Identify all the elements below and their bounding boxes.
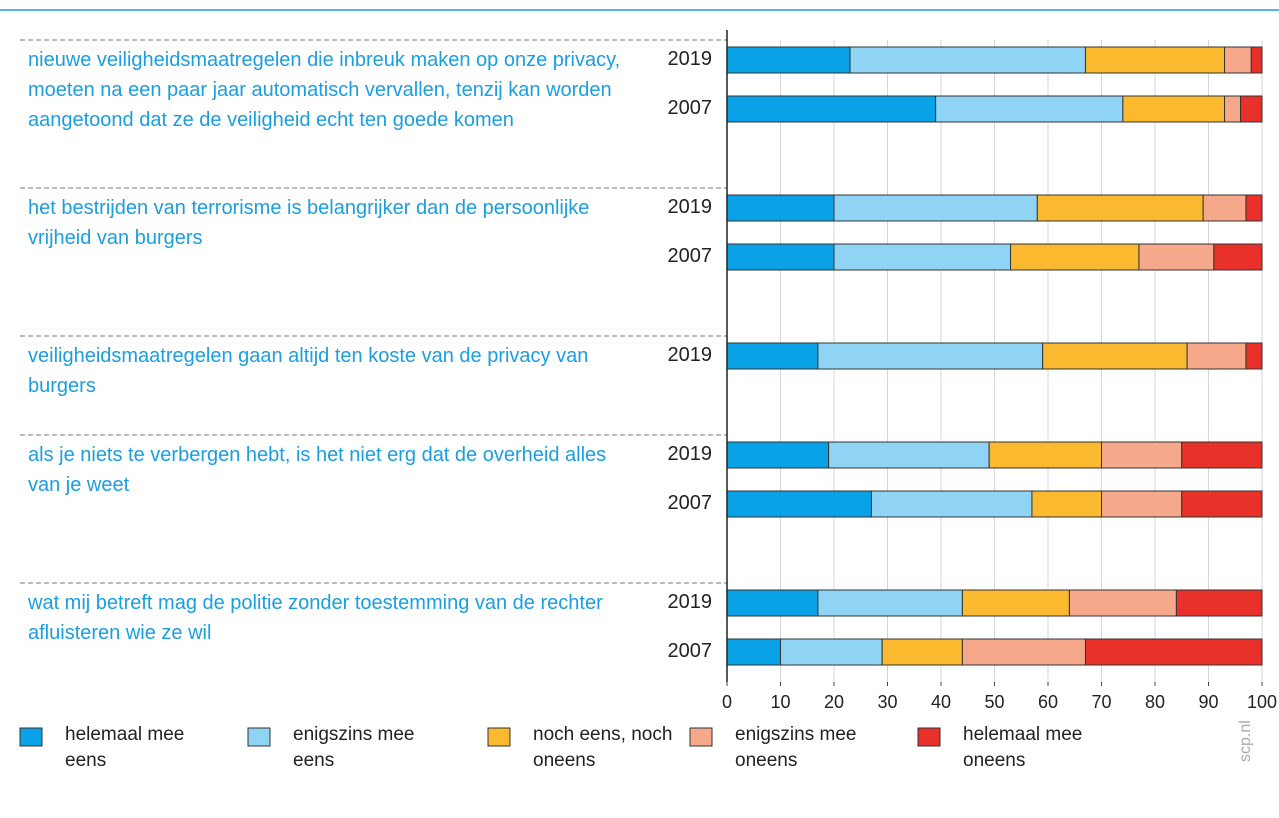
bar-segment (1068, 589, 1177, 617)
bar-segment (1175, 589, 1263, 617)
legend-swatch (19, 727, 43, 747)
legend-swatch (689, 727, 713, 747)
bar-segment (726, 589, 819, 617)
bar-segment (1245, 194, 1263, 222)
year-label: 2019 (667, 48, 713, 70)
bar-segment (1181, 490, 1263, 518)
bar-segment (1042, 342, 1188, 370)
year-label: 2007 (667, 97, 713, 119)
bar-segment (726, 441, 830, 469)
source-label: scp.nl (1237, 720, 1254, 762)
statement: het bestrijden van terrorisme is belangr… (28, 197, 590, 249)
legend-label: helemaal mee eens (65, 724, 185, 771)
bar-segment (780, 638, 883, 666)
x-tick-label: 20 (823, 692, 845, 712)
legend-swatch (487, 727, 511, 747)
year-label: 2019 (667, 344, 713, 366)
legend-label: enigszins mee oneens (735, 724, 857, 771)
bar-segment (1084, 46, 1226, 74)
year-label: 2007 (667, 640, 713, 662)
x-tick-label: 0 (721, 692, 732, 712)
legend-label: enigszins mee eens (293, 724, 415, 771)
bar-segment (726, 342, 819, 370)
year-label: 2007 (667, 245, 713, 267)
statement: veiligheidsmaatregelen gaan altijd ten k… (28, 345, 589, 397)
bar-segment (726, 95, 937, 123)
bar-segment (817, 342, 1044, 370)
x-tick-label: 50 (984, 692, 1005, 712)
year-label: 2019 (667, 591, 713, 613)
x-tick-label: 80 (1144, 692, 1166, 712)
year-label: 2019 (667, 196, 713, 218)
bar-segment (1138, 243, 1215, 271)
legend-swatch (917, 727, 941, 747)
bar-segment (726, 638, 781, 666)
bar-segment (726, 243, 835, 271)
bar-segment (817, 589, 963, 617)
bar-segment (833, 243, 1012, 271)
statement: wat mij betreft mag de politie zonder to… (28, 592, 603, 644)
bar-segment (726, 46, 851, 74)
bar-segment (1101, 490, 1183, 518)
x-tick-label: 100 (1246, 692, 1278, 712)
bar-segment (1010, 243, 1140, 271)
legend-label: helemaal mee oneens (963, 724, 1083, 771)
bar-segment (1245, 342, 1263, 370)
year-label: 2019 (667, 443, 713, 465)
bar-segment (935, 95, 1124, 123)
bar-segment (988, 441, 1103, 469)
bar-segment (1186, 342, 1247, 370)
bar-segment (726, 194, 835, 222)
bar-segment (961, 589, 1070, 617)
bar-segment (828, 441, 990, 469)
bar-segment (726, 490, 872, 518)
bar-segment (1122, 95, 1226, 123)
year-label: 2007 (667, 492, 713, 514)
x-tick-label: 70 (1091, 692, 1112, 712)
bar-segment (870, 490, 1033, 518)
x-tick-label: 30 (877, 692, 898, 712)
x-tick-label: 40 (930, 692, 952, 712)
bar-segment (1031, 490, 1102, 518)
statement: als je niets te verbergen hebt, is het n… (28, 444, 607, 496)
bar-segment (1036, 194, 1204, 222)
bar-segment (961, 638, 1086, 666)
legend-label: noch eens, noch oneens (533, 724, 673, 771)
bar-segment (833, 194, 1038, 222)
bar-segment (1181, 441, 1263, 469)
bar-segment (1202, 194, 1247, 222)
x-tick-label: 60 (1037, 692, 1059, 712)
bar-segment (1224, 46, 1252, 74)
bar-segment (849, 46, 1086, 74)
bar-segment (1101, 441, 1183, 469)
legend-swatch (247, 727, 271, 747)
bar-segment (1224, 95, 1242, 123)
bar-segment (1084, 638, 1263, 666)
bar-segment (1213, 243, 1263, 271)
x-tick-label: 10 (770, 692, 791, 712)
bar-segment (1240, 95, 1263, 123)
bar-segment (1250, 46, 1263, 74)
x-tick-label: 90 (1198, 692, 1219, 712)
bar-segment (881, 638, 963, 666)
statement: nieuwe veiligheidsmaatregelen die inbreu… (28, 49, 621, 131)
